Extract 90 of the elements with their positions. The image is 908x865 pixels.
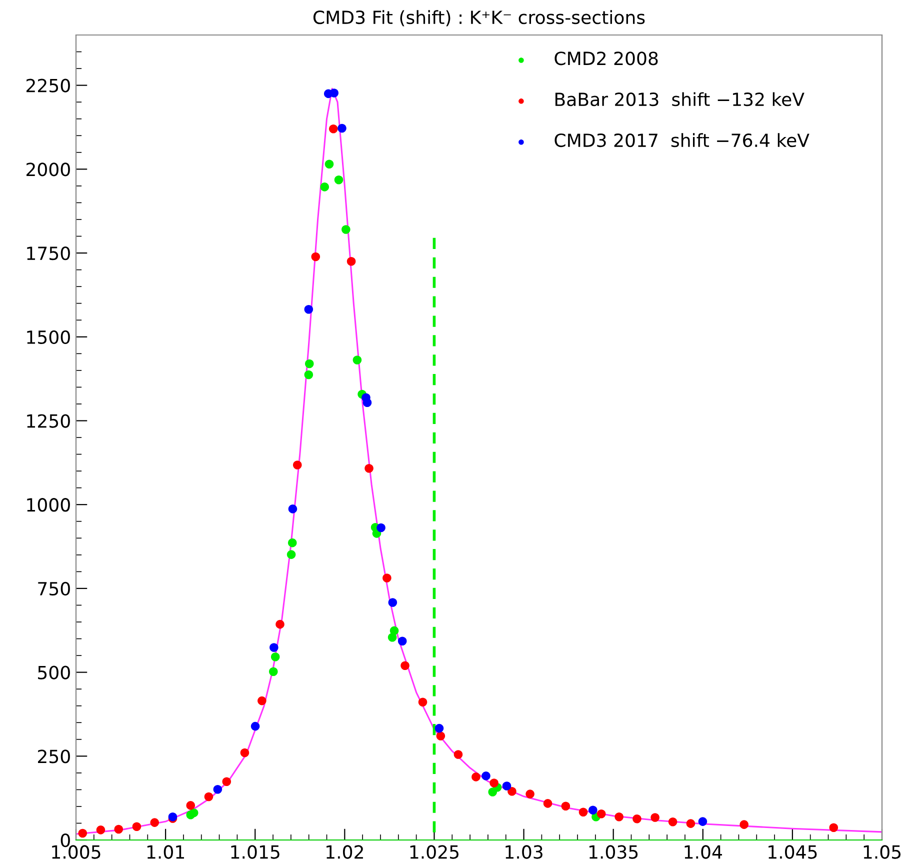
point: [338, 124, 346, 133]
point: [328, 124, 338, 134]
y-tick-label: 1750: [27, 246, 70, 260]
point: [320, 182, 329, 192]
point: [376, 523, 386, 532]
point: [240, 748, 250, 758]
point: [508, 786, 516, 796]
y-tick-label: 2250: [26, 78, 70, 92]
point: [526, 790, 534, 798]
y-tick-label: 750: [38, 582, 70, 596]
point: [454, 750, 463, 759]
point: [400, 661, 410, 670]
point: [132, 822, 142, 831]
point: [342, 225, 350, 234]
point: [388, 598, 398, 607]
legend-label: BaBar 2013 shift −132 keV: [555, 92, 804, 106]
point: [543, 799, 552, 808]
point: [270, 643, 278, 652]
point: [650, 813, 660, 822]
point: [436, 732, 446, 740]
x-tick-label: 1.025: [410, 845, 458, 859]
point: [588, 806, 598, 815]
point: [346, 257, 356, 266]
legend-label: CMD3 2017 shift −76.4 keV: [554, 133, 810, 148]
y-tick-label: 0: [60, 833, 70, 848]
y-tick-label: 2000: [26, 162, 70, 176]
point: [276, 620, 284, 629]
y-tick-label: 1500: [27, 330, 70, 344]
point: [418, 698, 428, 707]
point: [250, 722, 260, 731]
x-tick-label: 1.005: [52, 845, 100, 859]
point: [668, 817, 678, 826]
point: [78, 828, 88, 838]
legend-label: CMD2 2008: [554, 52, 658, 66]
point: [213, 784, 222, 794]
point: [186, 801, 196, 810]
point: [398, 636, 407, 646]
point: [490, 778, 498, 788]
point: [698, 817, 708, 826]
point: [270, 652, 280, 662]
point: [330, 88, 338, 98]
point: [829, 823, 838, 832]
point: [311, 252, 320, 262]
point: [352, 356, 362, 364]
x-tick-label: 1.02: [326, 845, 363, 859]
point: [150, 818, 160, 827]
point: [482, 772, 490, 780]
point: [288, 538, 297, 548]
chart-title: CMD3 Fit (shift) : K⁺K⁻ cross-sections: [313, 10, 645, 26]
point: [502, 782, 512, 790]
point: [362, 398, 372, 408]
point: [204, 792, 214, 802]
point: [382, 574, 392, 582]
x-tick-label: 1.045: [768, 845, 817, 859]
point: [614, 812, 624, 822]
point: [288, 504, 298, 514]
point: [632, 814, 642, 824]
y-tick-label: 1000: [27, 498, 70, 512]
y-tick-label: 250: [38, 750, 70, 764]
line-series: [76, 88, 882, 835]
x-tick-label: 1.03: [506, 845, 542, 859]
x-tick-label: 1.04: [684, 845, 722, 859]
point: [364, 464, 374, 473]
point: [96, 826, 106, 834]
point: [286, 550, 296, 559]
point: [561, 802, 570, 811]
point: [596, 809, 606, 818]
x-tick-label: 1.05: [864, 845, 901, 859]
point: [334, 176, 344, 184]
point: [114, 824, 124, 834]
x-tick-label: 1.01: [147, 845, 184, 859]
point: [434, 724, 444, 733]
x-tick-label: 1.015: [231, 845, 280, 859]
x-tick-label: 1.035: [589, 845, 638, 859]
point: [390, 626, 399, 636]
point: [304, 370, 314, 380]
point: [472, 772, 480, 782]
point: [324, 160, 334, 169]
y-tick-label: 1250: [27, 414, 70, 428]
point: [304, 304, 314, 314]
point: [268, 667, 278, 676]
point: [258, 696, 266, 706]
point: [740, 820, 748, 829]
point: [222, 777, 232, 786]
point: [304, 359, 314, 368]
point: [686, 819, 696, 828]
point: [292, 460, 302, 470]
point: [189, 808, 198, 818]
y-tick-label: 500: [38, 666, 70, 680]
point: [578, 808, 588, 817]
